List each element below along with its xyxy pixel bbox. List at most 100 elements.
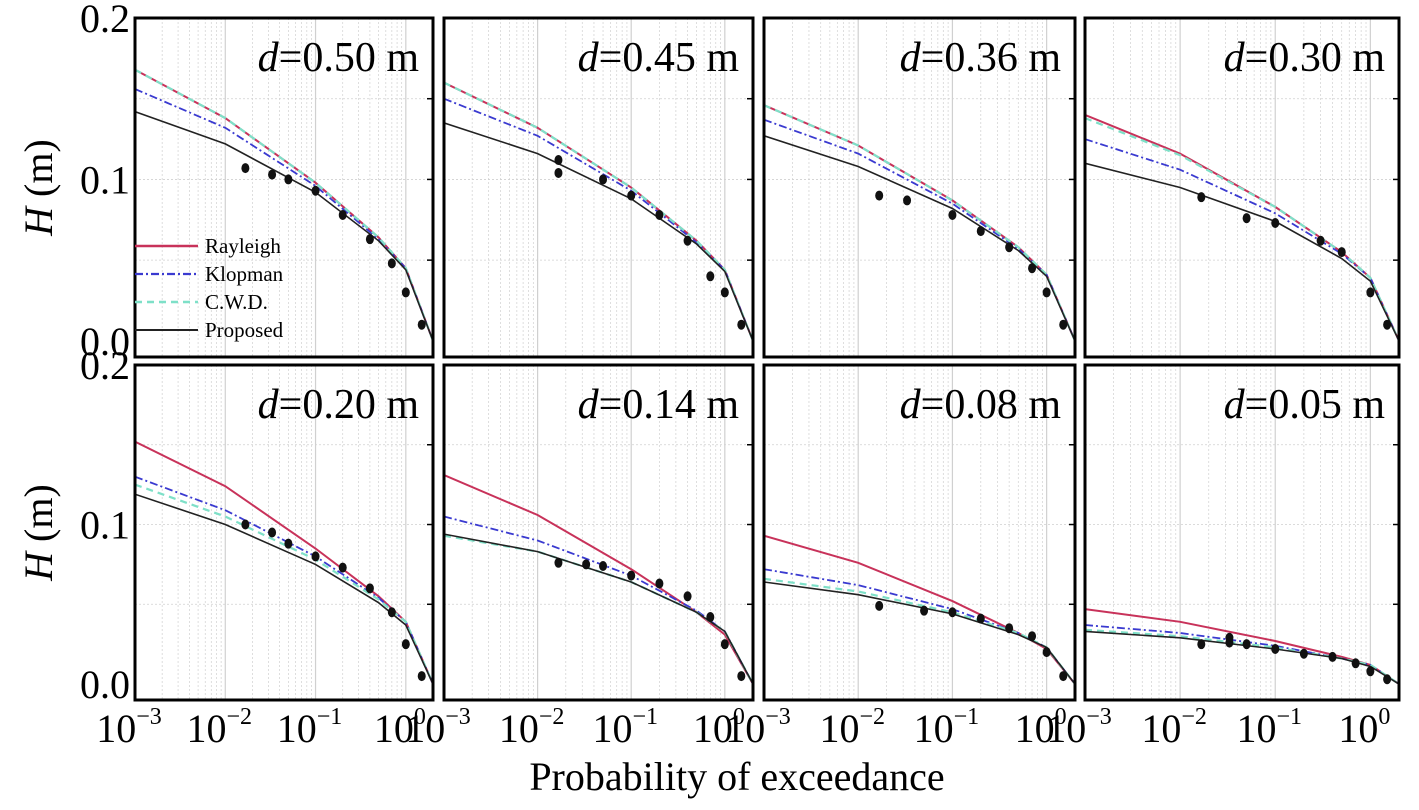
observed-point (554, 557, 563, 568)
observed-point (1005, 242, 1014, 253)
series-proposed-line (1085, 162, 1399, 342)
y-axis-label: H (m) (16, 139, 61, 237)
observed-point (1197, 639, 1206, 650)
observed-point (1383, 674, 1392, 685)
observed-point (284, 174, 293, 185)
series-cwd-line (1085, 117, 1399, 342)
panel-frame (1083, 363, 1401, 702)
observed-point (1028, 263, 1037, 274)
observed-point (387, 258, 396, 269)
x-tick-label: 10−2 (499, 704, 565, 751)
series-cwd-line (444, 81, 753, 342)
observed-point (1328, 651, 1337, 662)
observed-point (387, 607, 396, 618)
panels-group: d=0.50 m d=0.45 m d=0.36 m d=0.30 m d=0.20 m… (133, 16, 1401, 702)
observed-point (1337, 247, 1346, 258)
panel-title: d=0.36 m (900, 35, 1062, 81)
observed-point (655, 209, 664, 220)
observed-point (1271, 218, 1280, 229)
observed-point (401, 639, 410, 650)
y-tick-label: 0.0 (80, 662, 130, 707)
series-klopman-line (1085, 138, 1399, 342)
observed-point (920, 605, 929, 616)
observed-point (1042, 647, 1051, 658)
panel-1: d=0.50 m (133, 16, 435, 359)
observed-point (365, 583, 374, 594)
x-tick-label: 10−3 (725, 704, 791, 751)
series-proposed-line (764, 135, 1075, 342)
observed-point (903, 195, 912, 206)
series-group (444, 474, 753, 685)
observed-point (338, 562, 347, 573)
panel-5: d=0.20 m (133, 363, 435, 702)
panel-frame (442, 16, 755, 359)
grid (444, 365, 753, 700)
legend-item: Proposed (135, 318, 284, 342)
legend-item: Klopman (135, 262, 284, 286)
observed-point (1316, 235, 1325, 246)
legend-label: C.W.D. (205, 290, 268, 314)
observed-point (655, 578, 664, 589)
panel-frame (133, 363, 435, 702)
panel-title: d=0.50 m (258, 35, 420, 81)
series-group (444, 81, 753, 342)
observed-point (1366, 666, 1375, 677)
observed-point (1225, 637, 1234, 648)
series-rayleigh-line (444, 81, 753, 342)
observed-point (241, 163, 250, 174)
observed-point (1299, 648, 1308, 659)
legend-item: C.W.D. (135, 290, 268, 314)
observed-point (554, 155, 563, 166)
observed-point (554, 167, 563, 178)
grid (135, 18, 433, 357)
y-tick-label: 0.2 (80, 0, 130, 41)
observed-point (599, 174, 608, 185)
series-cwd-line (1085, 628, 1399, 685)
observed-point (1383, 319, 1392, 330)
y-tick-label: 0.2 (80, 343, 130, 388)
x-tick-label: 10−3 (96, 704, 162, 751)
series-proposed-line (444, 533, 753, 685)
x-tick-label: 100 (1338, 704, 1390, 751)
observed-point (417, 671, 426, 682)
panel-title: d=0.20 m (258, 382, 420, 428)
grid (1085, 365, 1399, 700)
observed-point (627, 570, 636, 581)
series-cwd-line (764, 104, 1075, 342)
observed-point (948, 209, 957, 220)
panel-title: d=0.30 m (1224, 35, 1386, 81)
y-tick-labels: 0.00.10.20.00.10.2 (80, 0, 130, 707)
series-group (135, 68, 433, 342)
series-rayleigh-line (1085, 608, 1399, 685)
observed-point (338, 209, 347, 220)
observed-point (417, 319, 426, 330)
panel-3: d=0.36 m (762, 16, 1077, 359)
observed-point (311, 551, 320, 562)
observed-point (1197, 192, 1206, 203)
series-proposed-line (764, 581, 1075, 685)
observed-point (1242, 639, 1251, 650)
observed-point (875, 190, 884, 201)
x-tick-label: 10−2 (1141, 704, 1207, 751)
legend-label: Rayleigh (205, 234, 281, 258)
series-proposed-line (444, 122, 753, 342)
x-tick-label: 100 (374, 704, 426, 751)
observed-point (627, 190, 636, 201)
series-cwd-line (764, 577, 1075, 685)
y-axis-labels: H (m) H (m) (16, 139, 61, 582)
series-group (764, 534, 1075, 685)
series-cwd-line (135, 68, 433, 342)
panel-frame (762, 16, 1077, 359)
series-group (135, 440, 433, 685)
x-tick-label: 10−1 (1236, 704, 1302, 751)
panel-frame (1083, 16, 1401, 359)
observed-point (1059, 671, 1068, 682)
legend-label: Proposed (205, 318, 284, 342)
panel-title: d=0.14 m (578, 382, 740, 428)
observed-point (706, 612, 715, 623)
series-proposed-line (135, 110, 433, 342)
observed-point (241, 519, 250, 530)
observed-point (976, 613, 985, 624)
y-axis-label: H (m) (16, 484, 61, 582)
